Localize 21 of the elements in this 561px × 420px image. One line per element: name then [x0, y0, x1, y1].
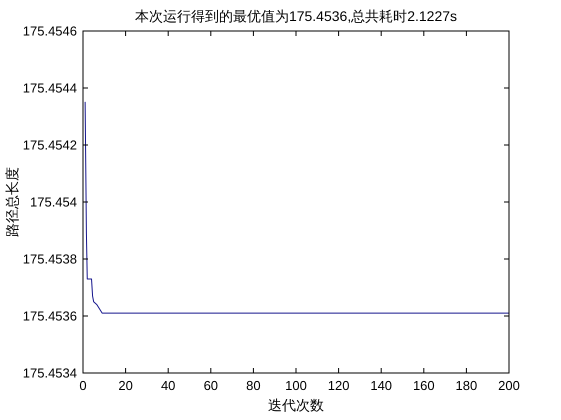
chart-title: 本次运行得到的最优值为175.4536,总共耗时2.1227s [134, 8, 458, 24]
x-tick-label: 180 [456, 378, 478, 393]
y-tick-label: 175.454 [30, 194, 77, 210]
x-tick-label: 80 [246, 378, 261, 393]
y-axis-title: 路径总长度 [4, 167, 20, 237]
x-tick-label: 140 [370, 378, 392, 393]
x-tick-label: 160 [412, 378, 435, 393]
x-tick-label: 0 [79, 378, 87, 393]
x-tick-label: 60 [204, 378, 218, 393]
x-tick-label: 20 [118, 378, 133, 393]
y-tick-label: 175.4536 [22, 308, 77, 324]
x-tick-label: 120 [328, 378, 350, 393]
x-tick-label: 40 [160, 378, 176, 393]
x-tick-label: 100 [285, 378, 307, 393]
y-tick-label: 175.4542 [22, 138, 77, 152]
y-tick-label: 175.4546 [22, 24, 77, 38]
x-tick-label: 200 [498, 378, 520, 393]
x-axis-title: 迭代次数 [268, 397, 324, 413]
y-tick-label: 175.4544 [22, 80, 77, 96]
y-tick-label: 175.4538 [22, 252, 77, 266]
y-tick-label: 175.4534 [22, 366, 77, 380]
